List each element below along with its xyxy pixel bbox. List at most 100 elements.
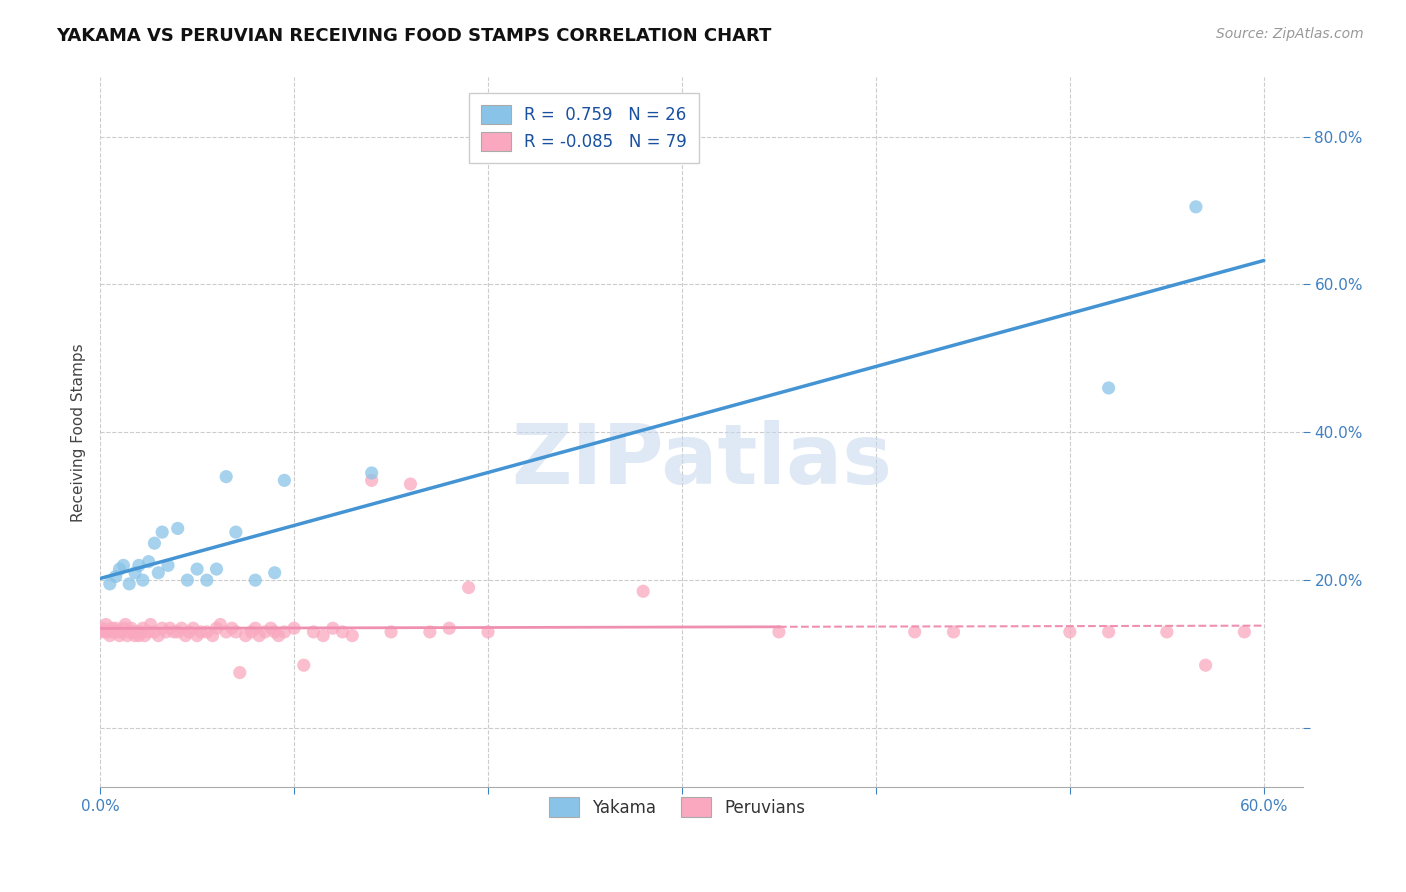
Point [399, 477, 422, 491]
Point [143, 624, 166, 639]
Point [235, 629, 257, 643]
Point [215, 624, 238, 639]
Point [283, 621, 305, 635]
Point [225, 624, 247, 639]
Point [1233, 624, 1256, 639]
Point [477, 624, 499, 639]
Point [159, 621, 181, 635]
Point [342, 629, 364, 643]
Point [155, 624, 177, 639]
Point [322, 621, 344, 635]
Point [225, 525, 247, 540]
Point [132, 573, 155, 587]
Point [122, 624, 145, 639]
Point [128, 558, 150, 573]
Point [125, 624, 148, 639]
Point [103, 624, 125, 639]
Point [186, 562, 208, 576]
Point [380, 624, 402, 639]
Point [942, 624, 965, 639]
Point [190, 624, 212, 639]
Point [195, 573, 218, 587]
Point [108, 562, 131, 576]
Point [439, 621, 461, 635]
Y-axis label: Receiving Food Stamps: Receiving Food Stamps [72, 343, 86, 522]
Point [166, 624, 188, 639]
Point [139, 617, 162, 632]
Point [419, 624, 441, 639]
Point [98, 629, 121, 643]
Point [312, 629, 335, 643]
Point [150, 621, 173, 635]
Point [108, 629, 131, 643]
Point [150, 525, 173, 540]
Point [1098, 381, 1121, 395]
Point [138, 555, 160, 569]
Point [170, 621, 193, 635]
Point [114, 617, 136, 632]
Point [118, 577, 141, 591]
Point [267, 629, 290, 643]
Point [100, 621, 122, 635]
Point [221, 621, 243, 635]
Point [1059, 624, 1081, 639]
Point [93, 624, 115, 639]
Point [118, 624, 141, 639]
Point [360, 474, 382, 488]
Point [215, 469, 238, 483]
Point [148, 566, 170, 580]
Point [176, 573, 198, 587]
Point [240, 624, 263, 639]
Point [201, 629, 224, 643]
Point [253, 624, 276, 639]
Point [245, 621, 267, 635]
Point [97, 624, 120, 639]
Point [124, 566, 146, 580]
Point [205, 621, 228, 635]
Point [98, 577, 121, 591]
Point [129, 624, 152, 639]
Point [205, 562, 228, 576]
Point [273, 624, 295, 639]
Point [143, 536, 166, 550]
Point [104, 621, 127, 635]
Point [107, 624, 129, 639]
Point [128, 629, 150, 643]
Point [195, 624, 218, 639]
Point [263, 624, 285, 639]
Point [245, 573, 267, 587]
Point [457, 581, 479, 595]
Point [112, 621, 135, 635]
Point [124, 629, 146, 643]
Text: Source: ZipAtlas.com: Source: ZipAtlas.com [1216, 27, 1364, 41]
Point [1194, 658, 1216, 673]
Point [181, 621, 204, 635]
Point [166, 521, 188, 535]
Point [186, 629, 208, 643]
Point [360, 466, 382, 480]
Point [332, 624, 354, 639]
Point [117, 629, 139, 643]
Point [1185, 200, 1208, 214]
Point [148, 629, 170, 643]
Point [302, 624, 325, 639]
Point [292, 658, 315, 673]
Point [132, 621, 155, 635]
Text: ZIPatlas: ZIPatlas [510, 420, 891, 501]
Point [209, 617, 232, 632]
Point [163, 624, 186, 639]
Point [91, 621, 114, 635]
Point [120, 621, 142, 635]
Point [174, 629, 197, 643]
Point [134, 629, 156, 643]
Point [1156, 624, 1178, 639]
Point [104, 569, 127, 583]
Point [179, 624, 201, 639]
Point [156, 558, 179, 573]
Point [94, 617, 117, 632]
Point [229, 665, 252, 680]
Point [112, 558, 135, 573]
Point [110, 624, 132, 639]
Point [904, 624, 927, 639]
Point [263, 566, 285, 580]
